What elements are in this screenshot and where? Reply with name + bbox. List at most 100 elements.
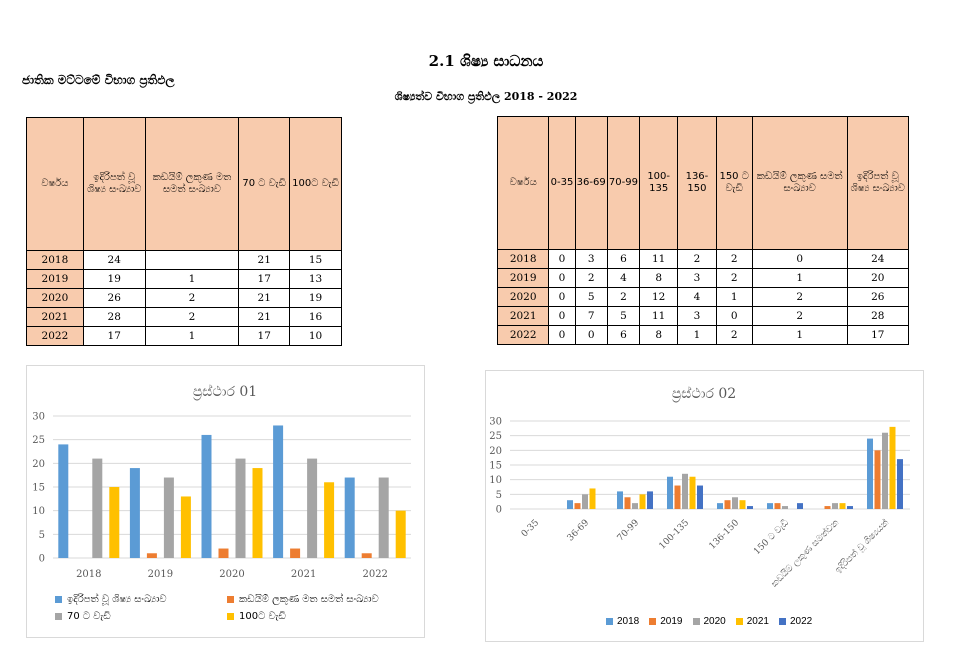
marks-range-table: වර්ෂය 0-35 36-69 70-99 100-135 136-150 150 ට ව… bbox=[496, 116, 909, 345]
value-cell: 0 bbox=[715, 306, 753, 326]
y-tick-label: 0 bbox=[39, 554, 45, 565]
bar bbox=[218, 548, 229, 558]
table2-header-cell: 136-150 bbox=[677, 116, 717, 250]
x-tick-label: 0-35 bbox=[520, 518, 542, 540]
value-cell: 0 bbox=[548, 268, 576, 288]
legend-item: 100ට වැඩි bbox=[227, 611, 286, 622]
x-tick-label: 2018 bbox=[76, 569, 101, 580]
y-tick-label: 30 bbox=[32, 412, 45, 423]
value-cell: 16 bbox=[289, 307, 342, 327]
year-cell: 2021 bbox=[496, 306, 550, 326]
value-cell: 19 bbox=[289, 288, 342, 308]
y-tick-label: 0 bbox=[496, 505, 502, 516]
table1-header-cell: කඩයිම් ලකුණ මත සමත් සංඛ්‍යාව bbox=[144, 117, 240, 251]
legend-item: 70 ට වැඩි bbox=[55, 611, 111, 622]
table2-header-cell: වර්ෂය bbox=[496, 116, 550, 250]
bar bbox=[324, 482, 335, 558]
chart-02-legend: 2018 2019 2020 2021 2022 bbox=[596, 616, 812, 627]
bar bbox=[582, 494, 588, 509]
y-tick-label: 20 bbox=[32, 459, 45, 470]
table-row: 2019 0 2 4 8 3 2 1 20 bbox=[496, 268, 909, 288]
table1-header-cell: 70 ට වැඩි bbox=[238, 117, 291, 251]
value-cell: 26 bbox=[82, 288, 146, 308]
legend-swatch bbox=[692, 617, 700, 625]
value-cell: 6 bbox=[606, 249, 641, 269]
legend-swatch bbox=[55, 595, 62, 603]
value-cell: 1 bbox=[751, 325, 848, 345]
bar bbox=[697, 485, 703, 509]
y-tick-label: 5 bbox=[39, 530, 45, 541]
bar bbox=[867, 438, 873, 509]
value-cell: 4 bbox=[606, 268, 641, 288]
value-cell bbox=[144, 250, 240, 270]
bar bbox=[647, 491, 653, 509]
bar bbox=[847, 506, 853, 509]
results-summary-table: වර්ෂය ඉදිරිපත් වූ ශිෂ්‍ය සංඛ්‍යාව කඩයිම් ල… bbox=[26, 117, 342, 346]
bar bbox=[129, 468, 140, 558]
x-tick-label: 150 ට වැඩි bbox=[752, 517, 792, 557]
value-cell: 19 bbox=[82, 269, 146, 289]
legend-swatch bbox=[227, 595, 234, 603]
bar bbox=[180, 496, 191, 558]
y-tick-label: 10 bbox=[489, 475, 502, 486]
table-row: 2022 0 0 6 8 1 2 1 17 bbox=[496, 325, 909, 345]
section-subtitle: ජාතික මට්ටමේ විභාග ප්‍රතිඵල bbox=[22, 73, 175, 87]
table2-header-cell: 36-69 bbox=[574, 116, 608, 250]
bar bbox=[724, 500, 731, 509]
bar bbox=[589, 488, 596, 509]
y-tick-label: 20 bbox=[489, 446, 502, 457]
table1-header-cell: වර්ෂය bbox=[26, 117, 84, 251]
value-cell: 12 bbox=[639, 287, 679, 307]
value-cell: 0 bbox=[548, 306, 576, 326]
bar bbox=[739, 500, 746, 509]
x-tick-label: 2019 bbox=[148, 569, 173, 580]
table-caption: ශිෂ්‍යත්ව විභාග ප්‍රතිඵල 2018 - 2022 bbox=[394, 90, 578, 103]
bar bbox=[574, 503, 581, 509]
value-cell: 0 bbox=[751, 249, 848, 269]
year-cell: 2019 bbox=[496, 268, 550, 288]
legend-label: 2019 bbox=[660, 616, 683, 627]
value-cell: 1 bbox=[751, 268, 848, 288]
value-cell: 2 bbox=[574, 268, 608, 288]
table-row: 2021 0 7 5 11 3 0 2 28 bbox=[496, 306, 909, 326]
value-cell: 11 bbox=[639, 306, 679, 326]
chart-01-title: ප්‍රස්ථාර 01 bbox=[193, 384, 257, 401]
table2-header-cell: 70-99 bbox=[606, 116, 641, 250]
bar bbox=[307, 458, 318, 558]
y-tick-label: 15 bbox=[32, 483, 45, 494]
x-tick-label: 136-150 bbox=[708, 518, 742, 552]
value-cell: 28 bbox=[82, 307, 146, 327]
value-cell: 1 bbox=[677, 325, 717, 345]
legend-item: ඉදිරිපත් වූ ශිෂ්‍ය සංඛ්‍යාව bbox=[55, 594, 167, 605]
bar bbox=[109, 487, 120, 558]
x-tick-label: 2020 bbox=[219, 569, 244, 580]
legend-label: ඉදිරිපත් වූ ශිෂ්‍ය සංඛ්‍යාව bbox=[67, 594, 167, 605]
y-tick-label: 25 bbox=[489, 431, 502, 442]
value-cell: 6 bbox=[606, 325, 641, 345]
bar bbox=[882, 432, 888, 509]
bar bbox=[839, 503, 846, 509]
table2-header-cell: 100-135 bbox=[639, 116, 679, 250]
value-cell: 17 bbox=[238, 326, 291, 346]
bar bbox=[674, 485, 681, 509]
bar bbox=[378, 477, 389, 558]
legend-label: කඩයිම් ලකුණ මත සමත් සංඛ්‍යාව bbox=[239, 594, 379, 605]
y-tick-label: 25 bbox=[32, 435, 45, 446]
bar bbox=[624, 497, 631, 509]
legend-label: 2021 bbox=[746, 616, 769, 627]
value-cell: 5 bbox=[606, 306, 641, 326]
legend-swatch bbox=[649, 617, 657, 625]
bar bbox=[201, 434, 212, 558]
value-cell: 2 bbox=[715, 325, 753, 345]
table2-header-cell: 0-35 bbox=[548, 116, 576, 250]
table2-header-cell: කඩයිම් ලකුණ සමත් සංඛ්‍යාව bbox=[751, 116, 848, 250]
bar bbox=[874, 450, 881, 509]
legend-item: කඩයිම් ලකුණ මත සමත් සංඛ්‍යාව bbox=[227, 594, 379, 605]
legend-swatch bbox=[779, 617, 786, 625]
legend-swatch bbox=[606, 617, 613, 625]
value-cell: 1 bbox=[144, 326, 240, 346]
bar bbox=[717, 503, 723, 509]
chart-02-title: ප්‍රස්ථාර 02 bbox=[672, 386, 736, 403]
value-cell: 2 bbox=[715, 249, 753, 269]
bar bbox=[767, 503, 773, 509]
